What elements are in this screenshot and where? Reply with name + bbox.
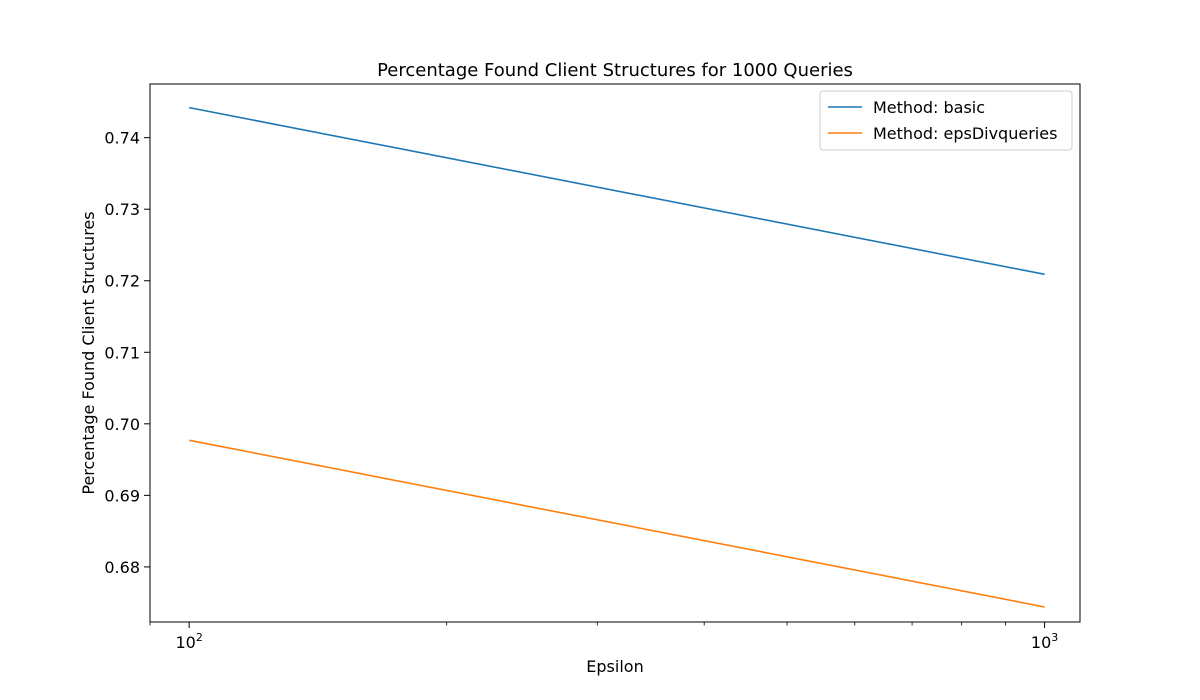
y-axis: 0.68 0.69 0.70 0.71 0.72 0.73 0.74 xyxy=(104,129,150,577)
legend-items: Method: basic Method: epsDivqueries xyxy=(828,98,1057,143)
y-tick-label: 0.74 xyxy=(104,129,140,148)
y-tick-label: 0.73 xyxy=(104,200,140,219)
y-tick-label: 0.68 xyxy=(104,558,140,577)
series-line-0 xyxy=(188,106,1045,276)
x-tick-label: 103 xyxy=(1031,631,1058,652)
series-layer xyxy=(188,106,1045,608)
legend-box xyxy=(819,90,1073,151)
plot-area xyxy=(149,83,1081,623)
y-tick-label: 0.71 xyxy=(104,343,140,362)
x-tick-label: 102 xyxy=(175,631,202,652)
legend: Method: basic Method: epsDivqueries xyxy=(819,90,1073,151)
y-tick-label: 0.70 xyxy=(104,415,140,434)
plot-frame xyxy=(149,83,1081,623)
x-axis: 102 103 xyxy=(149,622,1058,652)
series-line-1 xyxy=(188,439,1045,608)
x-axis-label: Epsilon xyxy=(586,657,643,676)
legend-label-1: Method: epsDivqueries xyxy=(873,124,1057,143)
chart-title: Percentage Found Client Structures for 1… xyxy=(377,60,853,81)
legend-label-0: Method: basic xyxy=(873,98,985,117)
y-axis-label: Percentage Found Client Structures xyxy=(79,211,98,494)
y-tick-label: 0.72 xyxy=(104,272,140,291)
y-tick-label: 0.69 xyxy=(104,486,140,505)
